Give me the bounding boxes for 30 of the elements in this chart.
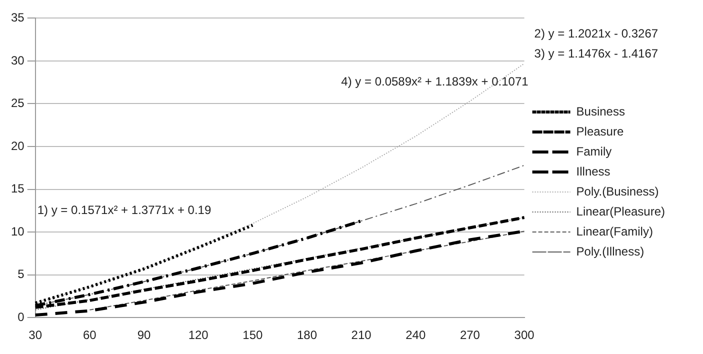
y-tick-label: 5 xyxy=(18,267,25,282)
legend-label: Illness xyxy=(576,164,610,178)
text: 2) y = 1.2021x - 0.3267 xyxy=(534,26,658,41)
x-tick-label: 90 xyxy=(137,328,151,342)
y-tick-label: 25 xyxy=(10,96,25,110)
y-tick-label: 35 xyxy=(10,10,25,25)
legend-label: Family xyxy=(576,144,612,158)
y-tick-label: 10 xyxy=(10,224,25,238)
y-tick-label: 30 xyxy=(10,53,25,68)
x-tick-label: 30 xyxy=(28,328,42,342)
legend-label: Pleasure xyxy=(576,124,624,138)
x-tick-label: 210 xyxy=(351,328,372,342)
x-tick-label: 180 xyxy=(296,328,318,342)
legend-label: Poly.(Business) xyxy=(576,184,659,198)
x-tick-label: 240 xyxy=(406,328,426,342)
legend-label: Linear(Pleasure) xyxy=(576,204,666,218)
annotation: 4) y = 0.0589x² + 1.1839x + 0.1071 xyxy=(341,74,529,89)
legend-label: Poly.(Illness) xyxy=(576,244,644,258)
legend-label: Business xyxy=(576,104,625,118)
y-tick-label: 15 xyxy=(10,182,25,196)
x-tick-label: 60 xyxy=(82,328,97,342)
annotation: 1) y = 0.1571x² + 1.3771x + 0.19 xyxy=(37,202,212,217)
text: 3) y = 1.1476x - 1.4167 xyxy=(534,46,658,61)
x-tick-label: 150 xyxy=(242,328,263,342)
x-tick-label: 270 xyxy=(460,328,480,342)
x-tick-label: 120 xyxy=(188,328,209,342)
y-tick-label: 20 xyxy=(10,138,25,153)
y-tick-label: 0 xyxy=(18,310,25,324)
x-tick-label: 300 xyxy=(514,328,535,342)
legend-label: Linear(Family) xyxy=(576,224,653,238)
